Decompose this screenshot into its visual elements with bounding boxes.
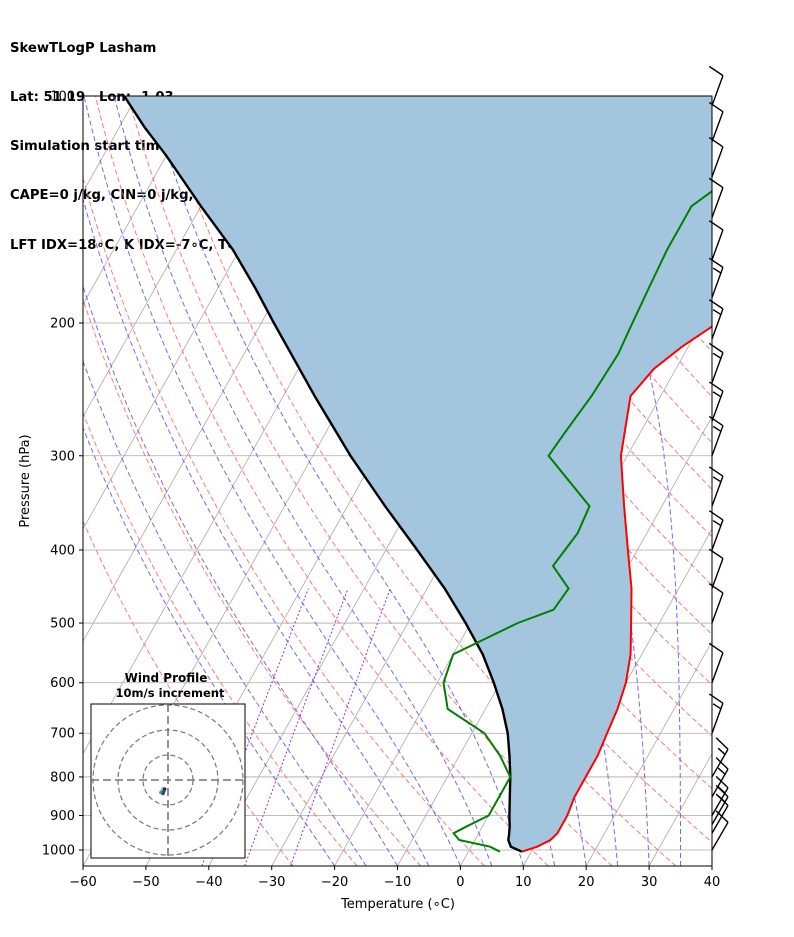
y-tick-label: 700	[50, 727, 75, 742]
y-tick-label: 400	[50, 543, 75, 558]
x-axis-label: Temperature (∘C)	[340, 897, 455, 912]
wind-barb	[708, 583, 724, 624]
wind-barb	[708, 220, 724, 261]
moist-adiabat-line	[83, 426, 336, 866]
x-tick-label: 40	[704, 875, 721, 890]
wind-barb	[711, 775, 729, 816]
y-axis-label: Pressure (hPa)	[18, 434, 33, 527]
wind-barb	[708, 466, 724, 507]
isotherm-line	[0, 96, 11, 866]
chart-axes: Temperature (∘C) Pressure (hPa) −60 −50 −4…	[18, 90, 720, 913]
y-tick-label: 200	[50, 316, 75, 331]
x-tick-label: −50	[132, 875, 159, 890]
x-tick-label: −60	[69, 875, 96, 890]
hodograph-subtitle: 10m/s increment	[116, 686, 225, 700]
wind-barb	[708, 642, 724, 683]
x-tick-label: −20	[321, 875, 348, 890]
x-tick-label: −30	[258, 875, 285, 890]
wind-barb	[708, 415, 724, 456]
x-tick-label: 30	[641, 875, 658, 890]
y-tick-label: 300	[50, 449, 75, 464]
wind-barb	[711, 737, 729, 778]
x-tick-label: 0	[456, 875, 464, 890]
hodograph-title: Wind Profile	[125, 671, 208, 685]
x-tick-label: 20	[578, 875, 595, 890]
dry-adiabat-line	[192, 96, 712, 843]
wind-barb	[708, 548, 724, 589]
isotherm-line	[83, 96, 263, 418]
dry-adiabat-line	[83, 298, 422, 866]
cape-cin-shading	[124, 96, 712, 852]
moist-adiabat-line	[149, 96, 524, 866]
x-tick-label: −40	[195, 875, 222, 890]
isotherm-line	[0, 96, 74, 866]
wind-barb	[708, 65, 724, 106]
dry-adiabat-line	[83, 176, 485, 866]
isotherm-line	[585, 640, 712, 866]
y-tick-label: 600	[50, 676, 75, 691]
temperature-line	[521, 325, 712, 853]
y-tick-label: 800	[50, 770, 75, 785]
moist-adiabat-line	[83, 284, 398, 866]
wind-barb	[708, 510, 724, 551]
wind-barb	[711, 757, 729, 798]
isotherm-line	[711, 865, 712, 866]
moist-adiabat-line	[83, 96, 461, 866]
x-tick-label: 10	[515, 875, 532, 890]
wind-barb	[708, 381, 724, 422]
dry-adiabat-line	[83, 519, 294, 866]
moist-adiabat-line	[527, 96, 681, 866]
isotherm-line	[83, 96, 201, 306]
moist-adiabat-line	[83, 197, 430, 866]
wind-barb	[708, 136, 724, 178]
dewpoint-line	[442, 190, 712, 853]
wind-barb	[708, 177, 724, 218]
y-tick-label: 900	[50, 809, 75, 824]
sounding-profiles	[123, 96, 712, 853]
dry-adiabat-line	[127, 96, 613, 866]
moist-adiabat-line	[113, 96, 493, 866]
wind-barb	[708, 299, 724, 340]
y-tick-label: 500	[50, 617, 75, 632]
negative-area-shading	[124, 96, 712, 852]
y-tick-label: 100	[50, 90, 75, 105]
dry-adiabat-line	[94, 96, 549, 866]
mixing-ratio-line	[244, 588, 349, 866]
station-title: SkewTLogP Lasham	[10, 40, 157, 56]
wind-barbs	[708, 65, 729, 851]
moist-adiabat-line	[83, 359, 367, 866]
parcel-profile-line	[123, 96, 523, 853]
wind-barb	[708, 101, 724, 143]
wind-barb	[708, 693, 724, 734]
y-tick-label: 1000	[42, 844, 75, 859]
wind-barb	[708, 342, 724, 383]
mixing-ratio-line	[290, 588, 391, 866]
x-tick-label: −10	[384, 875, 411, 890]
